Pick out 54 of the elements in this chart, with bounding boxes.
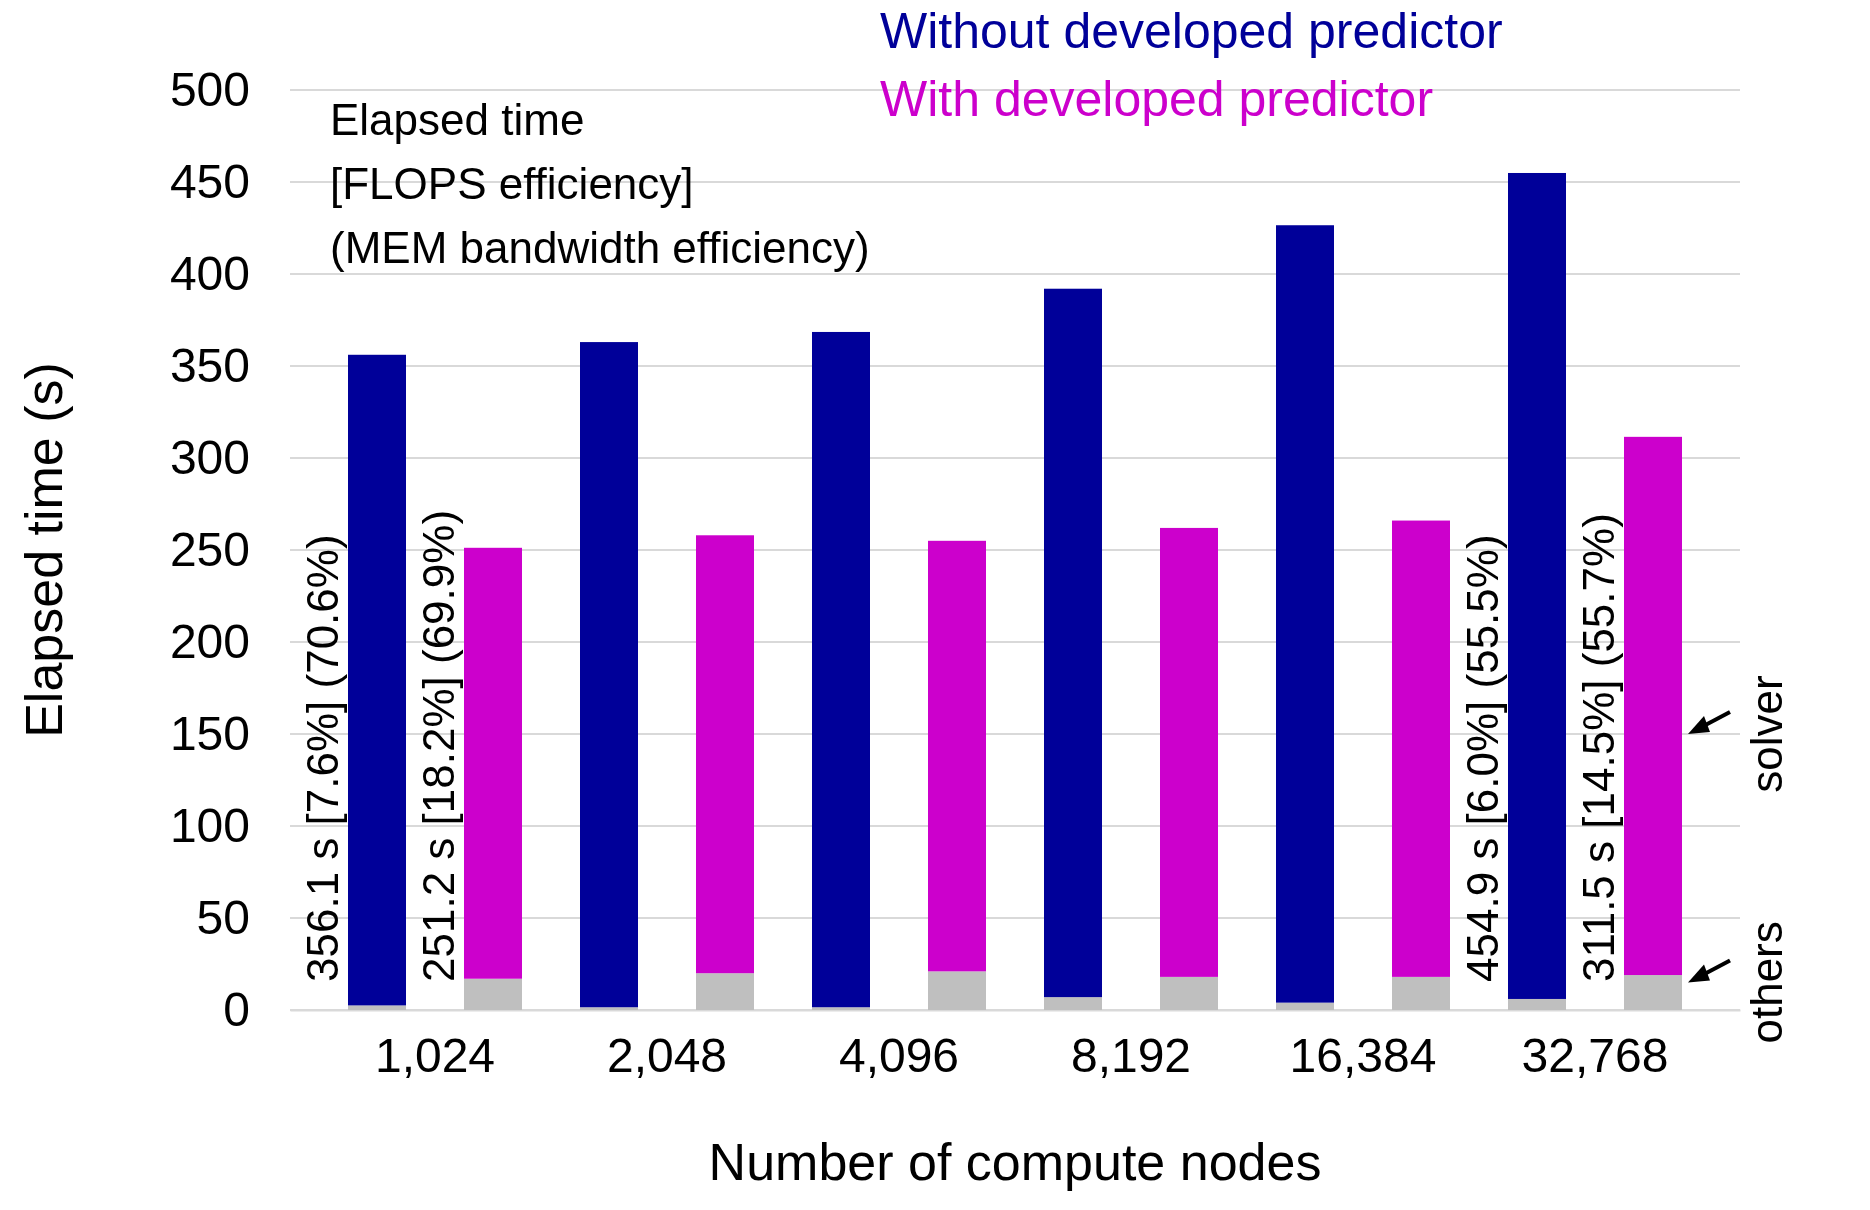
y-tick-label: 350 xyxy=(169,338,250,392)
y-tick-label: 150 xyxy=(169,706,250,760)
bar xyxy=(1044,288,1102,998)
text: Without developed predictor xyxy=(880,3,1503,59)
bar xyxy=(1044,997,1102,1010)
bar xyxy=(1276,1002,1334,1010)
y-tick-label: 0 xyxy=(223,982,250,1036)
bar xyxy=(1624,436,1682,976)
text: others xyxy=(1742,921,1791,1044)
y-tick-label: 500 xyxy=(169,62,250,116)
bar xyxy=(928,971,986,1010)
annotation: (MEM bandwidth efficiency) xyxy=(330,223,870,272)
y-tick-label: 400 xyxy=(169,246,250,300)
x-tick-label: 8,192 xyxy=(1070,1029,1192,1083)
bar xyxy=(812,331,870,1008)
bar xyxy=(1508,172,1566,999)
y-tick-label: 100 xyxy=(169,798,250,852)
x-axis-title: Number of compute nodes xyxy=(708,1133,1322,1191)
bar xyxy=(1624,975,1682,1010)
total-label: 251.2 s [18.2%] (69.9%) xyxy=(414,509,463,982)
x-tick-label: 16,384 xyxy=(1289,1029,1437,1083)
total-label: 311.5 s [14.5%] (55.7%) xyxy=(1574,513,1623,982)
bar xyxy=(464,547,522,979)
y-tick-label: 300 xyxy=(169,430,250,484)
y-tick-label: 200 xyxy=(169,614,250,668)
bar xyxy=(1160,976,1218,1010)
x-tick-label: 4,096 xyxy=(838,1029,960,1083)
x-tick-label: 2,048 xyxy=(606,1029,728,1083)
bar xyxy=(1508,998,1566,1010)
y-tick-label: 250 xyxy=(169,522,250,576)
x-tick-label: 32,768 xyxy=(1521,1029,1669,1083)
annotation: [FLOPS efficiency] xyxy=(330,159,694,208)
bar xyxy=(812,1007,870,1010)
y-axis-title: Elapsed time (s) xyxy=(15,362,73,738)
bar xyxy=(1160,527,1218,977)
y-tick-label: 450 xyxy=(169,154,250,208)
bar xyxy=(1276,225,1334,1003)
y-tick-label: 50 xyxy=(196,890,250,944)
total-label: 454.9 s [6.0%] (55.5%) xyxy=(1458,534,1507,982)
bar xyxy=(580,1007,638,1010)
x-tick-label: 1,024 xyxy=(374,1029,496,1083)
bar xyxy=(1392,520,1450,977)
text: With developed predictor xyxy=(880,71,1434,127)
bar xyxy=(348,1005,406,1010)
annotation: Elapsed time xyxy=(330,95,585,144)
bar xyxy=(696,973,754,1010)
bar xyxy=(696,535,754,974)
bar xyxy=(348,354,406,1006)
total-label: 356.1 s [7.6%] (70.6%) xyxy=(298,534,347,982)
bar xyxy=(580,342,638,1008)
bar xyxy=(1392,976,1450,1010)
bar xyxy=(464,978,522,1010)
text: solver xyxy=(1742,675,1791,793)
bar xyxy=(928,540,986,972)
